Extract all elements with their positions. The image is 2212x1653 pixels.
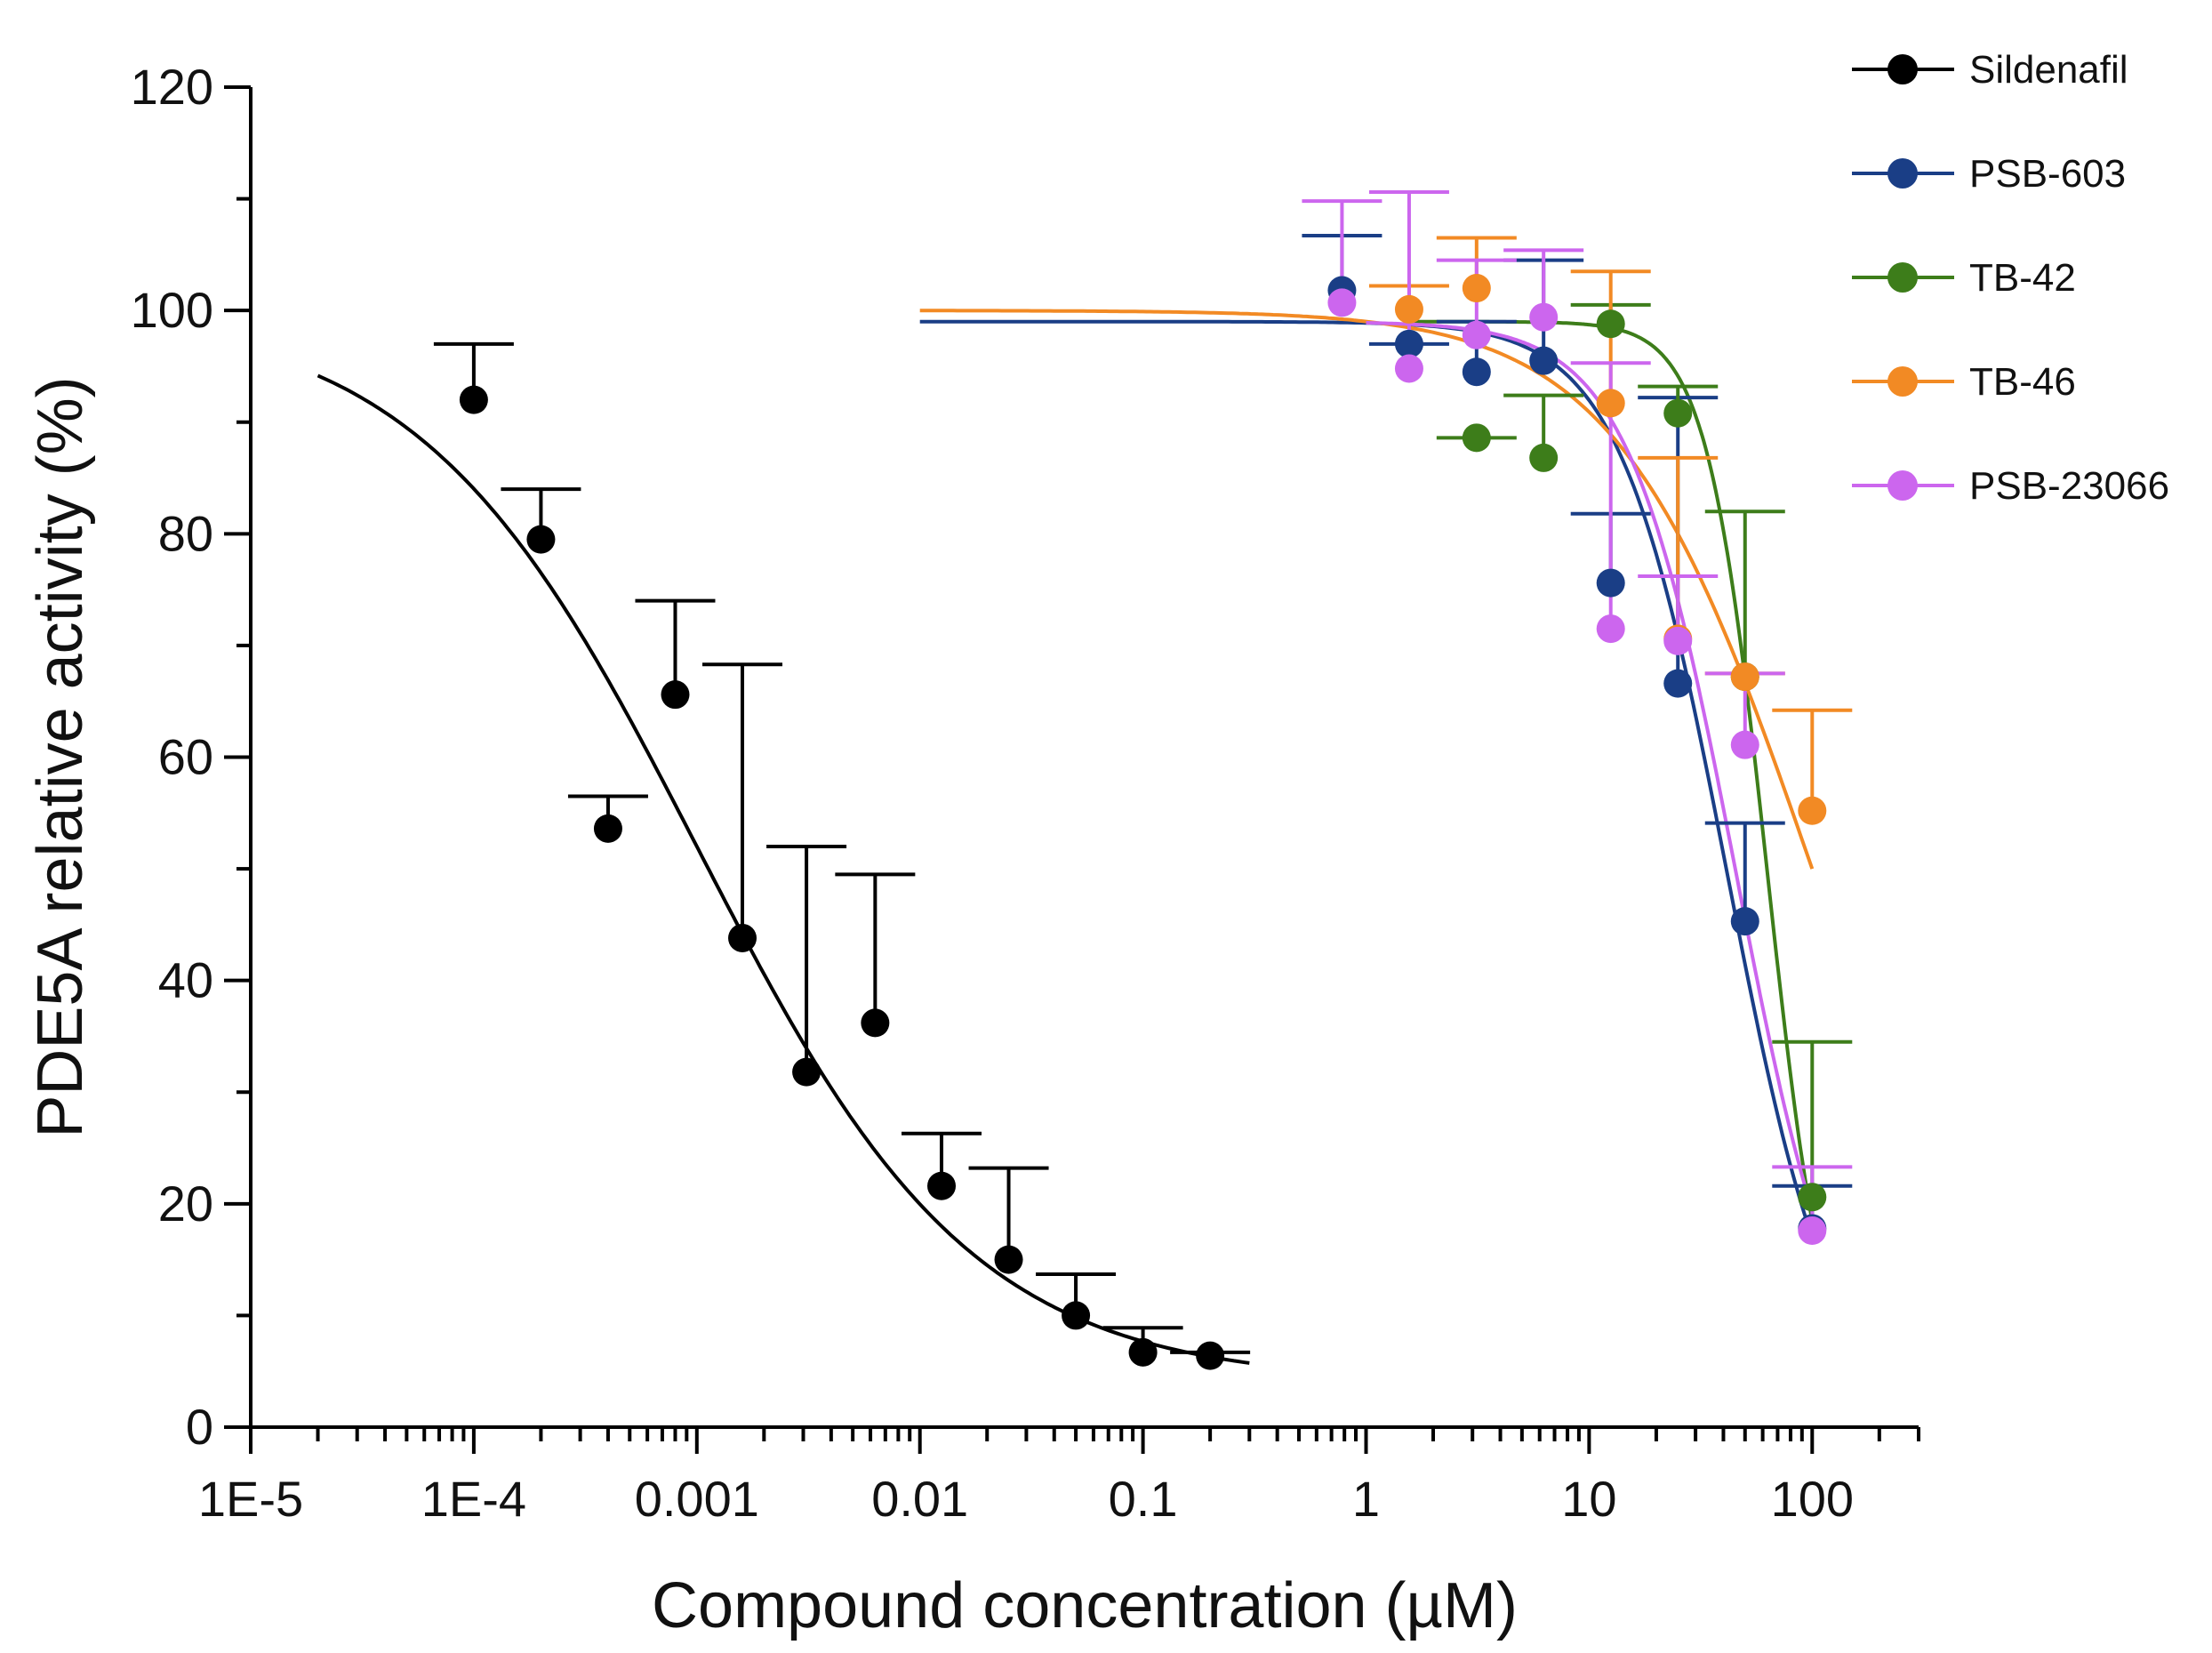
data-point-sildenafil: [593, 814, 622, 843]
data-point-psb-23066: [1394, 354, 1423, 383]
data-point-sildenafil: [459, 385, 488, 414]
legend-label: PSB-603: [1969, 152, 2126, 196]
data-point-tb-46: [1394, 294, 1423, 324]
data-point-psb-603: [1462, 357, 1491, 387]
y-tick-label: 120: [131, 59, 213, 115]
y-tick-label: 60: [158, 729, 213, 785]
x-tick-label: 100: [1771, 1471, 1854, 1527]
x-tick-label: 1E-5: [198, 1471, 303, 1527]
legend-item-tb-42: TB-42: [1852, 256, 2076, 300]
legend-label: PSB-23066: [1969, 464, 2169, 508]
data-point-tb-46: [1730, 662, 1759, 692]
legend: Sildenafil PSB-603 TB-42 TB-46 PSB-23066: [1852, 48, 2169, 508]
x-tick-label: 0.001: [635, 1471, 759, 1527]
data-point-sildenafil: [792, 1057, 821, 1087]
x-tick-label: 0.01: [871, 1471, 968, 1527]
data-point-sildenafil: [526, 525, 556, 554]
data-point-tb-42: [1462, 423, 1491, 453]
data-point-sildenafil: [661, 680, 690, 710]
legend-item-psb-603: PSB-603: [1852, 152, 2126, 196]
x-axis-title: Compound concentration (µM): [652, 1570, 1518, 1641]
data-point-tb-42: [1529, 443, 1559, 472]
fit-curve-tb-42: [1405, 319, 1815, 1222]
legend-marker: [1887, 158, 1918, 189]
legend-item-psb-23066: PSB-23066: [1852, 464, 2169, 508]
data-point-sildenafil: [1196, 1341, 1225, 1370]
y-tick-label: 40: [158, 952, 213, 1008]
y-axis-ticks: 0 20 40 60 80 100 120: [131, 59, 251, 1455]
fit-curves: [317, 309, 1815, 1365]
data-point-psb-603: [1730, 907, 1759, 936]
fit-curve-sildenafil: [317, 373, 1250, 1365]
data-point-psb-23066: [1327, 288, 1357, 317]
data-point-psb-23066: [1596, 614, 1625, 644]
data-point-psb-23066: [1663, 626, 1693, 655]
data-point-psb-603: [1529, 346, 1559, 375]
y-tick-label: 20: [158, 1176, 213, 1232]
data-point-tb-46: [1462, 274, 1491, 303]
data-point-tb-42: [1596, 309, 1625, 339]
x-tick-label: 10: [1561, 1471, 1616, 1527]
legend-label: Sildenafil: [1969, 48, 2128, 92]
legend-label: TB-42: [1969, 256, 2076, 300]
data-point-sildenafil: [861, 1008, 890, 1038]
legend-label: TB-46: [1969, 360, 2076, 404]
fit-curve-psb-23066: [1366, 321, 1815, 1211]
legend-item-tb-46: TB-46: [1852, 360, 2076, 404]
legend-item-sildenafil: Sildenafil: [1852, 48, 2128, 92]
x-tick-label: 1E-4: [421, 1471, 526, 1527]
y-tick-label: 0: [186, 1399, 213, 1455]
data-point-psb-603: [1596, 568, 1625, 598]
legend-marker: [1887, 262, 1918, 293]
data-point-tb-42: [1663, 398, 1693, 428]
x-tick-label: 1: [1352, 1471, 1380, 1527]
data-points: [459, 274, 1827, 1370]
data-point-psb-603: [1394, 329, 1423, 358]
legend-marker: [1887, 54, 1918, 84]
data-point-psb-23066: [1798, 1216, 1827, 1245]
data-point-tb-46: [1798, 796, 1827, 825]
data-point-sildenafil: [1128, 1337, 1158, 1367]
data-point-sildenafil: [1062, 1301, 1091, 1330]
data-point-tb-42: [1798, 1183, 1827, 1212]
x-axis-ticks: 1E-5 1E-4 0.001 0.01 0.1 1 10 100: [198, 1427, 1920, 1527]
data-point-sildenafil: [994, 1245, 1023, 1274]
y-tick-label: 100: [131, 282, 213, 338]
data-point-psb-23066: [1462, 320, 1491, 349]
data-point-psb-23066: [1730, 730, 1759, 759]
legend-marker: [1887, 470, 1918, 501]
y-axis-title: PDE5A relative activity (%): [25, 376, 96, 1137]
y-tick-label: 80: [158, 505, 213, 561]
x-tick-label: 0.1: [1109, 1471, 1178, 1527]
data-point-psb-603: [1663, 669, 1693, 698]
error-bars: [433, 190, 1853, 1356]
data-point-tb-46: [1596, 389, 1625, 418]
plot-area: [317, 190, 1853, 1370]
data-point-psb-23066: [1529, 302, 1559, 332]
legend-marker: [1887, 366, 1918, 397]
data-point-sildenafil: [927, 1171, 957, 1200]
data-point-sildenafil: [728, 923, 757, 952]
